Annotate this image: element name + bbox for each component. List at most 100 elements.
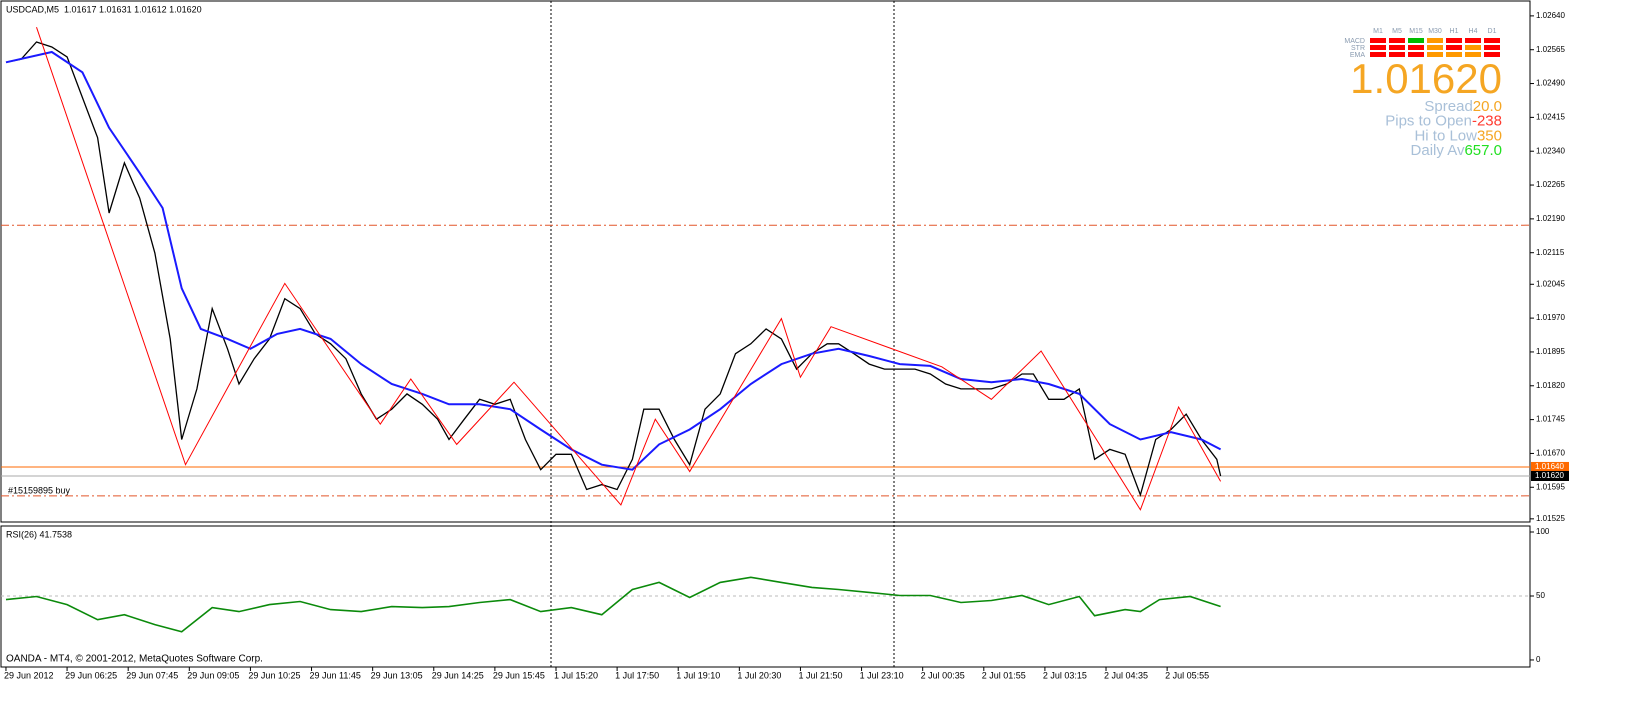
stat-line: Daily Av657.0 [1411, 142, 1502, 159]
footer: OANDA - MT4, © 2001-2012, MetaQuotes Sof… [6, 654, 263, 665]
series-line [5, 576, 1221, 633]
y-tick-label: 0 [1536, 655, 1541, 664]
stat-value: 20.0 [1473, 98, 1502, 115]
chart-header: USDCAD,M5 1.01617 1.01631 1.01612 1.0162… [6, 4, 202, 14]
order-label: #15159895 buy [8, 485, 71, 495]
stat-value: 657.0 [1464, 142, 1502, 159]
series-line [5, 50, 1222, 471]
signal-block [1446, 52, 1462, 57]
y-tick-label: 1.01745 [1536, 415, 1565, 424]
stat-label: Pips to Open [1385, 113, 1472, 130]
price-tag-label: 1.01620 [1535, 471, 1564, 480]
signal-block [1370, 38, 1386, 43]
x-tick-label: 1 Jul 17:50 [615, 670, 659, 680]
price-pane [0, 0, 1531, 523]
signal-block [1408, 52, 1424, 57]
timeframe-label: M5 [1392, 28, 1402, 35]
timeframe-label: M15 [1409, 28, 1423, 35]
x-tick-label: 2 Jul 00:35 [921, 670, 965, 680]
y-tick-label: 1.01595 [1536, 482, 1565, 491]
signal-block [1408, 45, 1424, 50]
x-tick-label: 29 Jun 09:05 [187, 670, 239, 680]
signal-block [1389, 38, 1405, 43]
x-tick-label: 2 Jul 01:55 [982, 670, 1026, 680]
series-line [5, 41, 1222, 497]
y-tick-label: 1.02640 [1536, 11, 1565, 20]
y-tick-label: 1.01970 [1536, 313, 1565, 322]
series-line [36, 27, 1222, 511]
signal-block [1465, 38, 1481, 43]
rsi-pane [0, 525, 1531, 668]
y-tick-label: 1.02565 [1536, 45, 1565, 54]
stat-value: 350 [1477, 127, 1502, 144]
x-tick-label: 1 Jul 23:10 [860, 670, 904, 680]
timeframe-label: D1 [1488, 28, 1497, 35]
x-tick-label: 29 Jun 06:25 [65, 670, 117, 680]
y-tick-label: 1.02415 [1536, 112, 1565, 121]
y-tick-label: 100 [1536, 527, 1550, 536]
x-tick-label: 29 Jun 13:05 [371, 670, 423, 680]
big-price: 1.01620 [1350, 55, 1502, 102]
y-tick-label: 1.02265 [1536, 180, 1565, 189]
signal-block [1484, 45, 1500, 50]
signal-block [1465, 52, 1481, 57]
timeframe-label: H1 [1450, 28, 1459, 35]
y-tick-label: 1.01525 [1536, 514, 1565, 523]
y-tick-label: 1.02045 [1536, 279, 1565, 288]
x-tick-label: 1 Jul 19:10 [676, 670, 720, 680]
x-tick-label: 29 Jun 2012 [4, 670, 54, 680]
signal-block [1484, 52, 1500, 57]
y-tick-label: 50 [1536, 591, 1545, 600]
y-tick-label: 1.02340 [1536, 146, 1565, 155]
timeframe-label: M30 [1428, 28, 1442, 35]
signal-block [1446, 45, 1462, 50]
y-tick-label: 1.02490 [1536, 79, 1565, 88]
stat-line: Pips to Open-238 [1385, 113, 1502, 130]
y-tick-label: 1.02115 [1536, 248, 1565, 257]
x-tick-label: 1 Jul 15:20 [554, 670, 598, 680]
signal-block [1408, 38, 1424, 43]
x-tick-label: 29 Jun 11:45 [310, 670, 361, 680]
signal-block [1370, 45, 1386, 50]
x-tick-label: 29 Jun 14:25 [432, 670, 484, 680]
y-tick-label: 1.01670 [1536, 449, 1565, 458]
signal-block [1465, 45, 1481, 50]
signal-block [1427, 52, 1443, 57]
price-tag-label: 1.01640 [1535, 462, 1564, 471]
signal-block [1484, 38, 1500, 43]
x-tick-label: 1 Jul 20:30 [737, 670, 781, 680]
signal-block [1389, 45, 1405, 50]
signal-row-label: STR [1351, 45, 1365, 52]
x-tick-label: 1 Jul 21:50 [798, 670, 842, 680]
signal-block [1427, 45, 1443, 50]
timeframe-label: H4 [1469, 28, 1478, 35]
stat-label: Spread [1424, 98, 1472, 115]
signal-block [1446, 38, 1462, 43]
price-tag [1531, 470, 1569, 481]
stat-value: -238 [1472, 113, 1502, 130]
x-tick-label: 29 Jun 15:45 [493, 670, 545, 680]
signal-block [1370, 52, 1386, 57]
x-tick-label: 29 Jun 10:25 [248, 670, 300, 680]
x-tick-label: 29 Jun 07:45 [126, 670, 178, 680]
stat-line: Hi to Low350 [1414, 127, 1502, 144]
stat-label: Hi to Low [1414, 127, 1477, 144]
rsi-title: RSI(26) 41.7538 [6, 529, 72, 539]
stat-label: Daily Av [1411, 142, 1465, 159]
signal-row-label: MACD [1344, 38, 1365, 45]
x-tick-label: 2 Jul 05:55 [1165, 670, 1209, 680]
y-tick-label: 1.01895 [1536, 347, 1565, 356]
signal-row-label: EMA [1350, 52, 1366, 59]
x-tick-label: 2 Jul 04:35 [1104, 670, 1148, 680]
signal-block [1427, 38, 1443, 43]
x-tick-label: 2 Jul 03:15 [1043, 670, 1087, 680]
y-tick-label: 1.02190 [1536, 214, 1565, 223]
timeframe-label: M1 [1373, 28, 1383, 35]
y-tick-label: 1.01820 [1536, 381, 1565, 390]
price-tag [1531, 461, 1569, 472]
stat-line: Spread20.0 [1424, 98, 1502, 115]
signal-block [1389, 52, 1405, 57]
